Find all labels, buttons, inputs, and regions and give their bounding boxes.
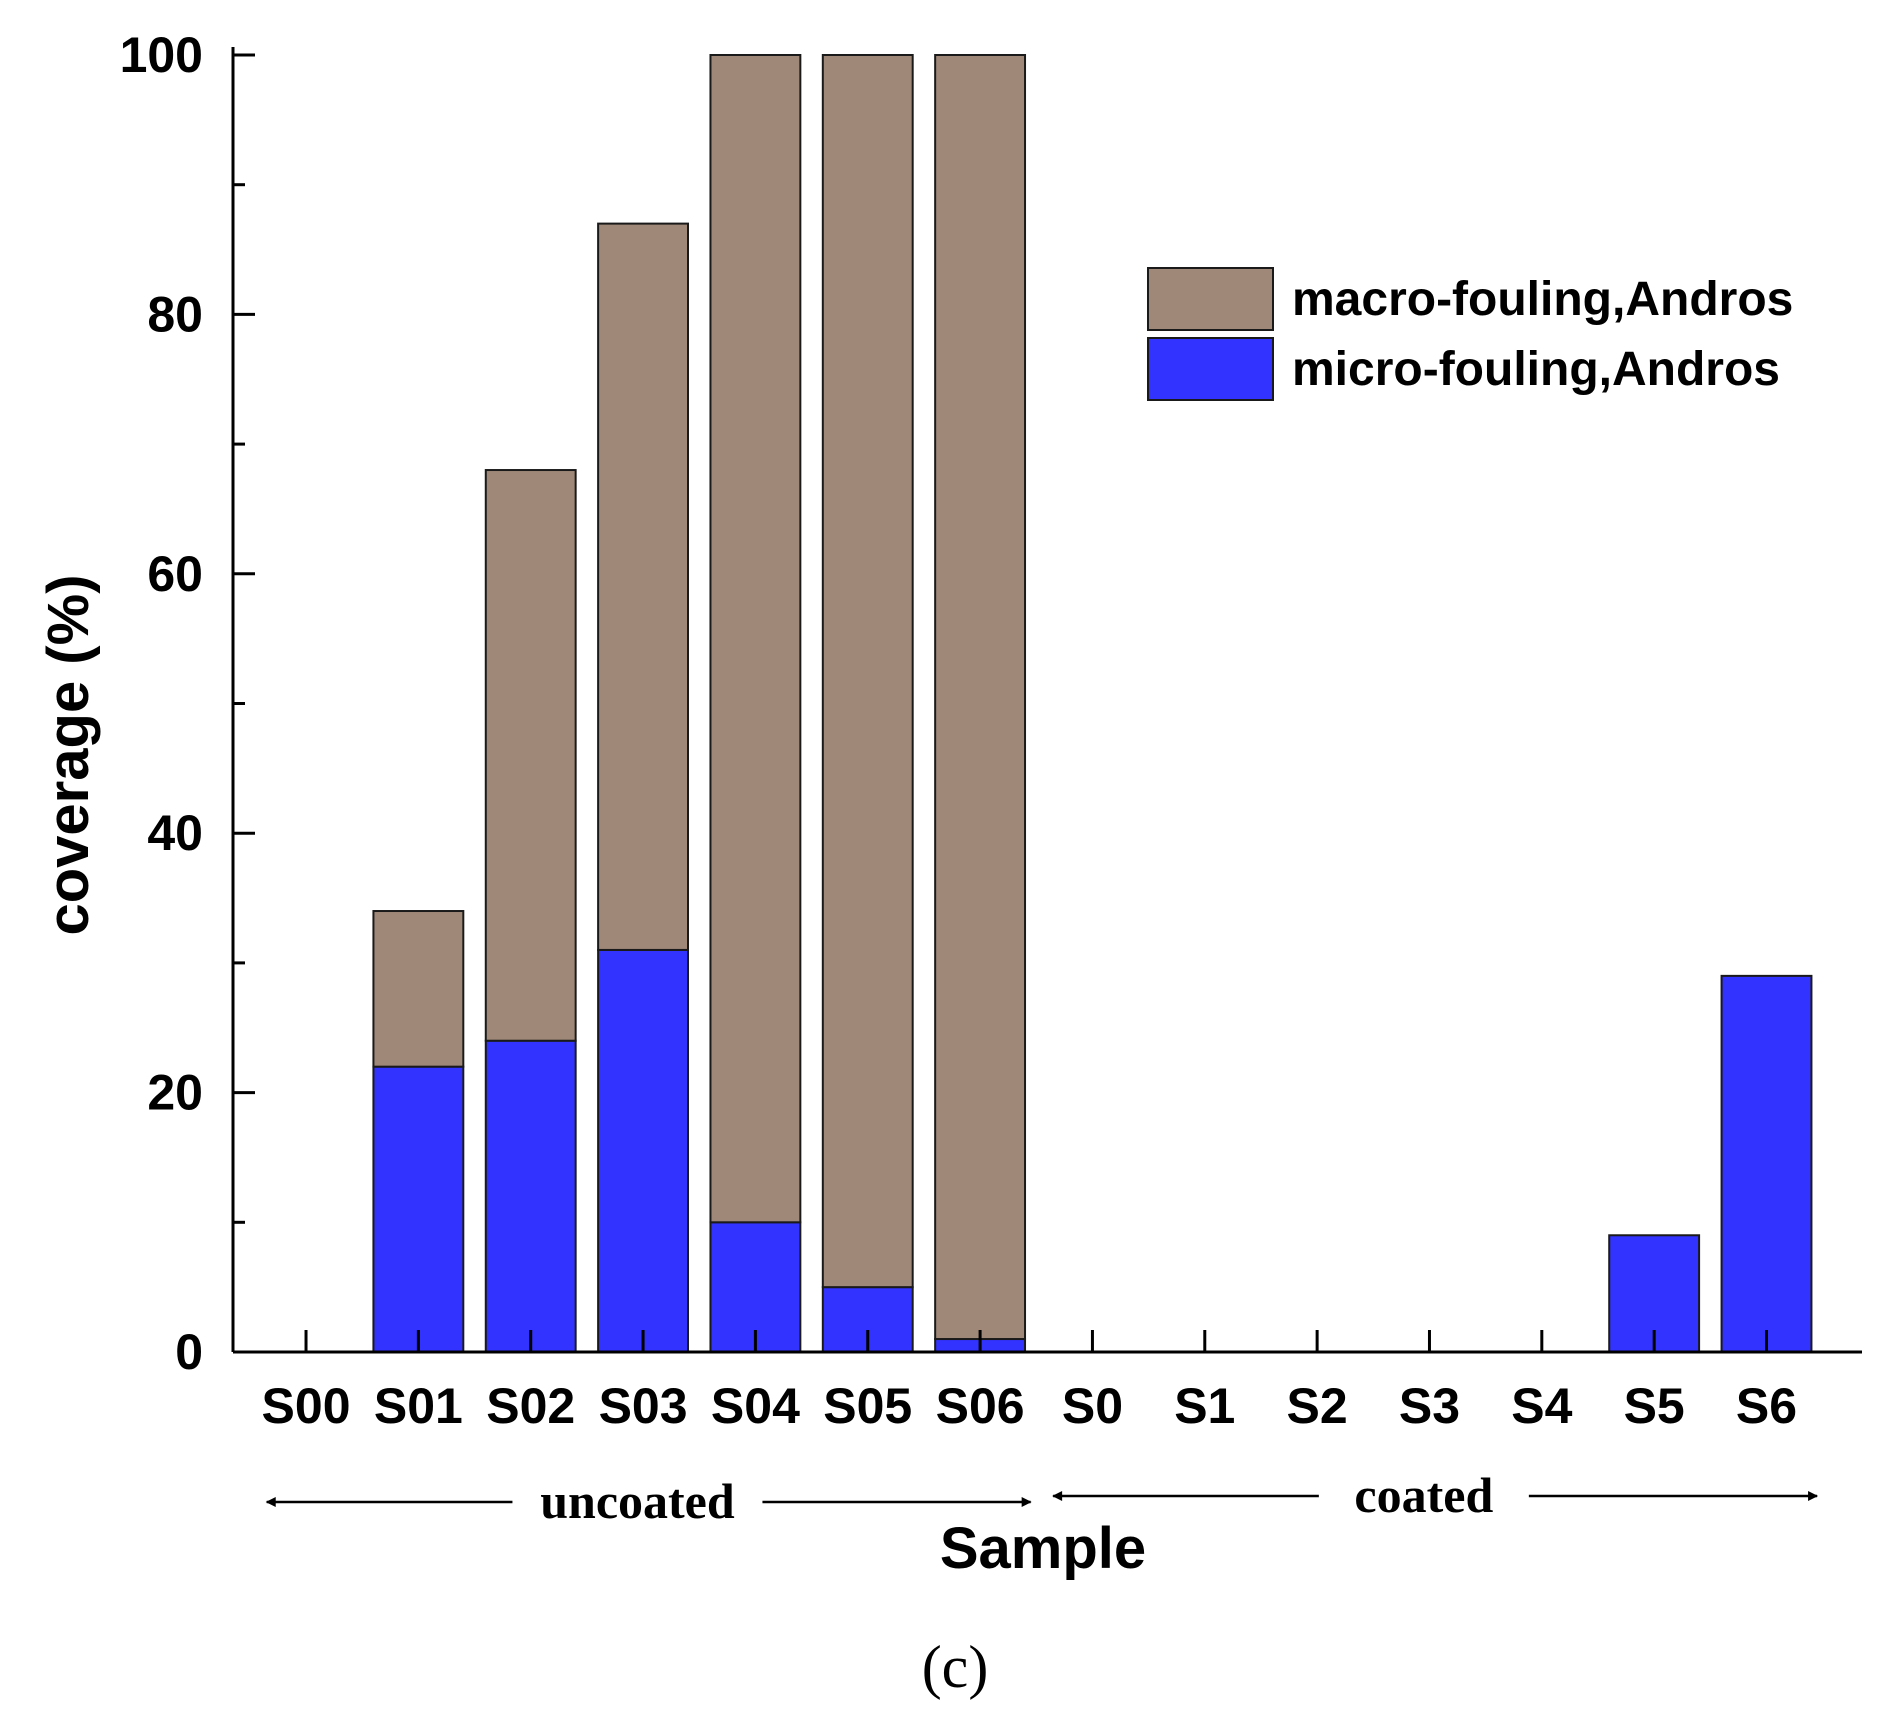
legend-swatch-micro xyxy=(1147,337,1274,401)
y-tick-label-0: 0 xyxy=(175,1324,203,1380)
x-tick-label-S0: S0 xyxy=(1062,1378,1123,1434)
legend-label-macro: macro-fouling,Andros xyxy=(1292,273,1793,326)
y-tick-label-40: 40 xyxy=(147,805,203,861)
x-tick-label-S04: S04 xyxy=(711,1378,800,1434)
bar-S01-macro xyxy=(372,910,465,1068)
bar-S03-micro xyxy=(597,948,689,1353)
x-tick-label-S2: S2 xyxy=(1287,1378,1348,1434)
x-axis-title: Sample xyxy=(940,1516,1146,1581)
y-tick-label-100: 100 xyxy=(120,27,203,83)
x-tick-label-S00: S00 xyxy=(262,1378,351,1434)
bar-S03-macro xyxy=(597,222,689,951)
x-tick-label-S5: S5 xyxy=(1624,1378,1685,1434)
y-tick-label-20: 20 xyxy=(147,1065,203,1121)
panel-label: (c) xyxy=(922,1634,989,1700)
legend-label-micro: micro-fouling,Andros xyxy=(1292,343,1780,396)
legend: macro-fouling,Andros micro-fouling,Andros xyxy=(1147,267,1793,401)
bar-S02-micro xyxy=(484,1039,577,1353)
x-tick-label-S03: S03 xyxy=(599,1378,688,1434)
bar-S05-macro xyxy=(821,54,914,1289)
x-tick-labels: S00 S01 S02 S03 S04 S05 S06 S0 S1 S2 S3 S4 S5 S6 xyxy=(262,1378,1798,1434)
group-label-coated: coated xyxy=(1354,1467,1493,1523)
bar-S04-macro xyxy=(709,54,802,1224)
x-tick-label-S02: S02 xyxy=(486,1378,575,1434)
x-tick-label-S06: S06 xyxy=(936,1378,1025,1434)
bar-S01-micro xyxy=(372,1065,465,1354)
bars-layer xyxy=(372,54,1813,1354)
y-tick-label-80: 80 xyxy=(147,286,203,342)
x-tick-label-S3: S3 xyxy=(1399,1378,1460,1434)
x-tick-label-S1: S1 xyxy=(1174,1378,1235,1434)
x-tick-label-S01: S01 xyxy=(374,1378,463,1434)
bar-S6-micro xyxy=(1720,974,1813,1353)
y-axis-title: coverage (%) xyxy=(36,574,101,935)
bar-S02-macro xyxy=(484,469,577,1042)
group-annotations: uncoated coated xyxy=(265,1467,1819,1529)
x-tick-label-S4: S4 xyxy=(1511,1378,1572,1434)
bar-S06-macro xyxy=(934,54,1027,1341)
y-tick-labels: 0 20 40 60 80 100 xyxy=(120,27,203,1380)
x-tick-label-S05: S05 xyxy=(823,1378,912,1434)
axes-layer xyxy=(231,47,1862,1354)
y-tick-label-60: 60 xyxy=(147,546,203,602)
group-label-uncoated: uncoated xyxy=(540,1473,735,1529)
x-tick-label-S6: S6 xyxy=(1736,1378,1797,1434)
legend-swatch-macro xyxy=(1147,267,1274,331)
